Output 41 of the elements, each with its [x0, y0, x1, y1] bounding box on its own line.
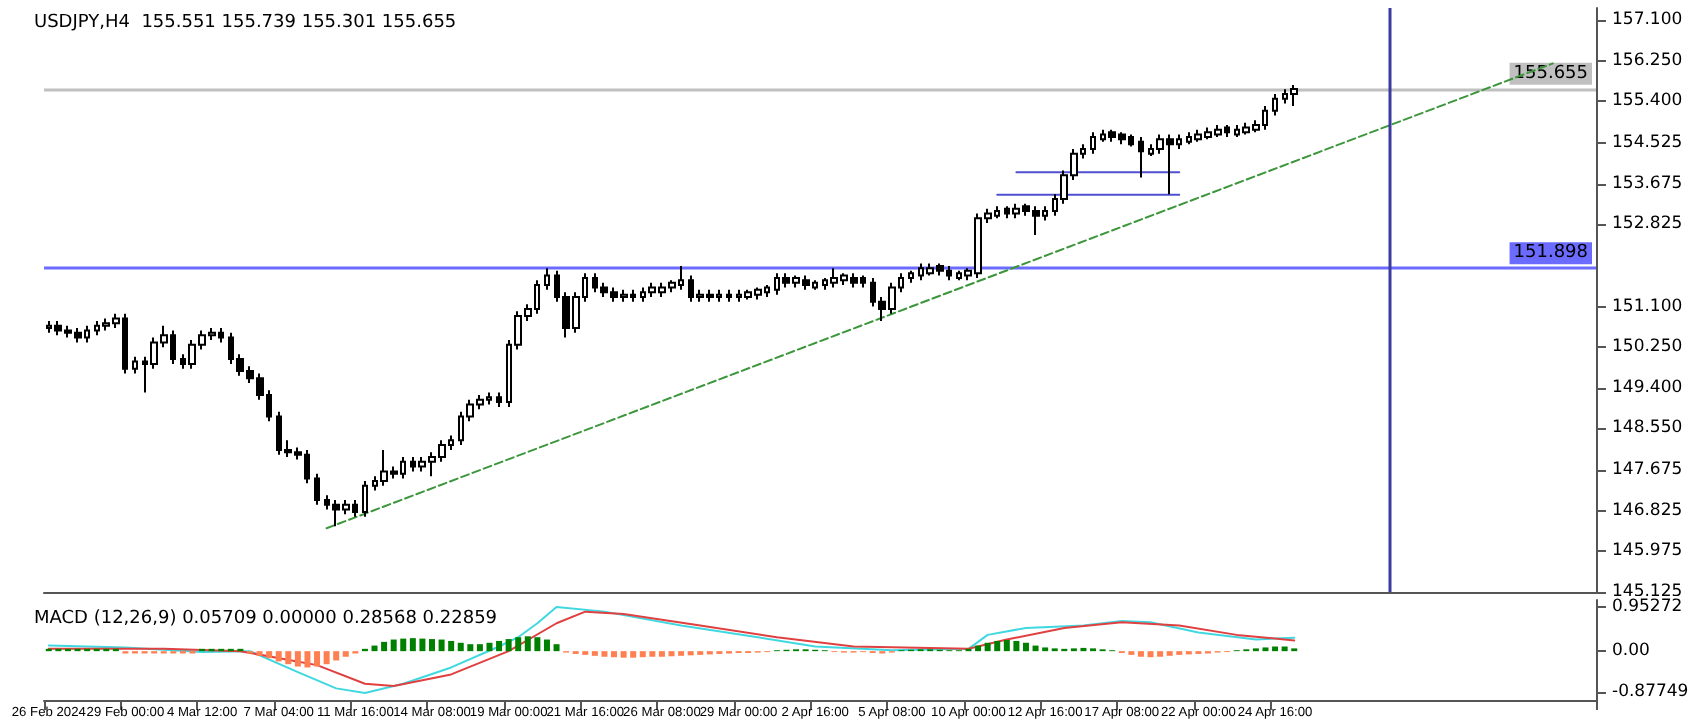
y-tick-label: 146.825: [1612, 500, 1683, 521]
candlestick: [1138, 135, 1144, 179]
ref-line-label: 155.655: [1513, 63, 1588, 84]
bar: [553, 644, 560, 652]
candlestick: [908, 269, 914, 284]
candlestick: [1290, 83, 1298, 107]
bar: [1137, 651, 1144, 657]
y-tick-label: 147.675: [1612, 460, 1683, 481]
y-tick-label: 153.675: [1612, 173, 1683, 194]
chart-title: USDJPY,H4 155.551 155.739 155.301 155.655: [34, 13, 457, 33]
y-tick-label: 149.400: [1612, 377, 1683, 398]
candlestick: [496, 391, 502, 408]
y-tick-label: 0.00: [1612, 641, 1650, 662]
text: MACD (12,26,9) 0.05709 0.00000 0.28568 0.22859: [34, 609, 498, 629]
y-tick-label: 157.100: [1612, 9, 1683, 30]
y-tick-label: 145.975: [1612, 541, 1683, 562]
y-tick-label: 155.400: [1612, 91, 1683, 112]
y-tick-label: 151.100: [1612, 296, 1683, 317]
bar: [658, 651, 665, 657]
bar: [975, 645, 982, 652]
bar: [1022, 642, 1029, 652]
candlestick: [726, 288, 732, 303]
candlestick: [544, 267, 550, 291]
bar: [496, 640, 503, 652]
y-tick-label: 152.825: [1612, 214, 1683, 235]
y-tick-label: 150.250: [1612, 337, 1683, 358]
y-tick-label: 154.525: [1612, 132, 1683, 153]
candlestick: [314, 472, 320, 506]
bar: [314, 651, 321, 667]
bar: [611, 651, 618, 658]
y-tick-label: -0.87749: [1612, 681, 1689, 702]
y-tick-label: 0.95272: [1612, 596, 1683, 617]
candlestick: [1272, 92, 1278, 117]
y-tick-label: 156.250: [1612, 50, 1683, 71]
bar: [429, 639, 435, 652]
candlestick: [1090, 131, 1096, 155]
candlestick: [362, 479, 368, 518]
y-tick-label: 148.550: [1612, 418, 1683, 439]
ref-line-label: 151.898: [1513, 243, 1589, 264]
bar: [543, 639, 550, 652]
candlestick: [132, 355, 138, 375]
